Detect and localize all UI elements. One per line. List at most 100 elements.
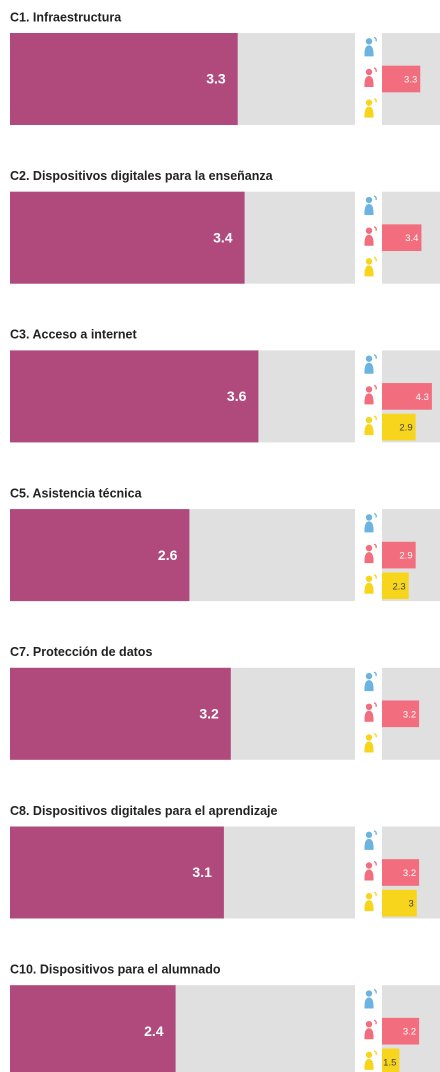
group-bar <box>382 65 421 93</box>
person-icon-body <box>364 741 374 753</box>
person-icon-mark <box>373 543 377 549</box>
group-bar <box>382 413 416 441</box>
person-icon-body <box>364 204 374 216</box>
bar <box>10 350 259 443</box>
group-bar <box>382 541 416 569</box>
group-bar <box>382 383 432 410</box>
bar-value-label: 3.4 <box>213 229 233 245</box>
person-icon-mark <box>373 98 377 103</box>
person-icon-body <box>364 1058 374 1070</box>
group-bar <box>382 1048 400 1072</box>
bar <box>10 33 238 125</box>
group-bar <box>382 1017 420 1045</box>
group-bar <box>382 224 422 252</box>
person-icon-body <box>364 997 374 1009</box>
panel-title: C3. Acceso a internet <box>10 328 138 342</box>
bar <box>10 826 224 919</box>
group-bar-label: 3.4 <box>405 233 418 244</box>
person-icon-head <box>365 355 373 362</box>
person-icon-mark <box>373 256 377 262</box>
person-icon-head <box>365 892 373 900</box>
person-icon-mark <box>373 860 377 866</box>
group-bar-label: 2.9 <box>399 551 412 562</box>
person-icon-mark <box>373 36 377 42</box>
group-bar <box>382 889 417 917</box>
group-bar-label: 3.3 <box>404 75 417 86</box>
bar-value-label: 2.4 <box>144 1023 164 1039</box>
person-icon-body <box>364 362 374 374</box>
group-bar-label: 4.3 <box>416 392 429 403</box>
person-icon-mark <box>373 354 377 359</box>
panel-title: C7. Protección de datos <box>10 645 152 659</box>
person-icon-mark <box>373 574 377 579</box>
person-icon-body <box>364 552 374 564</box>
group-bar-label: 3.2 <box>403 709 416 720</box>
person-icon-mark <box>373 384 377 390</box>
bar-value-label: 3.6 <box>227 388 247 404</box>
person-icon-head <box>365 38 373 45</box>
panel-title: C5. Asistencia técnica <box>10 486 143 500</box>
person-icon-body <box>364 900 374 912</box>
person-icon-head <box>365 575 373 582</box>
person-icon-body <box>364 234 374 246</box>
person-icon-head <box>365 1051 373 1059</box>
person-icon-head <box>365 68 373 76</box>
person-icon-body <box>364 393 374 405</box>
person-icon-body <box>364 869 374 881</box>
person-icon-head <box>365 386 373 393</box>
person-icon-head <box>365 672 373 680</box>
group-bar-label: 3 <box>409 899 414 910</box>
person-icon-mark <box>373 671 377 677</box>
person-icon-body <box>364 76 374 87</box>
person-icon-mark <box>373 67 377 73</box>
person-icon-head <box>365 703 373 710</box>
person-icon-head <box>365 258 373 265</box>
bar <box>10 667 231 760</box>
person-icon-body <box>364 680 374 692</box>
bar <box>10 985 176 1072</box>
bar-value-label: 3.2 <box>199 706 219 722</box>
group-bar-label: 3.2 <box>403 1027 416 1038</box>
person-icon-body <box>364 838 374 850</box>
person-icon-mark <box>373 702 377 708</box>
group-bar <box>382 700 420 728</box>
bar-value-label: 3.3 <box>206 71 226 87</box>
group-bar <box>382 859 420 886</box>
person-icon-mark <box>373 988 377 994</box>
person-icon-mark <box>373 830 377 836</box>
person-icon-head <box>365 734 373 741</box>
group-bar-label: 1.5 <box>383 1057 396 1068</box>
person-icon-head <box>365 831 373 839</box>
group-bar-label: 2.3 <box>392 581 405 592</box>
person-icon-head <box>365 990 373 997</box>
person-icon-body <box>364 45 374 57</box>
person-icon-head <box>365 196 373 204</box>
person-icon-mark <box>373 1019 377 1025</box>
panel-title: C1. Infraestructura <box>10 10 122 24</box>
bar-value-label: 3.1 <box>192 864 212 880</box>
bar-value-label: 2.6 <box>158 547 178 563</box>
person-icon-mark <box>373 226 377 231</box>
person-icon-body <box>364 1028 374 1040</box>
group-bar-label: 3.2 <box>403 868 416 879</box>
bar <box>10 191 245 284</box>
person-icon-body <box>364 521 374 533</box>
person-icon-mark <box>373 415 377 421</box>
group-bar-label: 2.9 <box>399 423 412 434</box>
person-icon-body <box>364 424 374 436</box>
person-icon-head <box>365 1020 373 1028</box>
person-icon-body <box>364 265 374 277</box>
person-icon-head <box>365 514 373 521</box>
panel-title: C8. Dispositivos digitales para el apren… <box>10 804 277 818</box>
person-icon-head <box>365 416 373 424</box>
person-icon-head <box>365 227 373 234</box>
person-icon-head <box>365 544 373 552</box>
person-icon-body <box>364 106 374 118</box>
person-icon-mark <box>373 512 377 518</box>
panel-title: C10. Dispositivos para el alumnado <box>10 962 221 976</box>
person-icon-mark <box>373 732 377 738</box>
bar <box>10 509 190 602</box>
group-bar <box>382 572 409 600</box>
person-icon-head <box>365 862 373 869</box>
